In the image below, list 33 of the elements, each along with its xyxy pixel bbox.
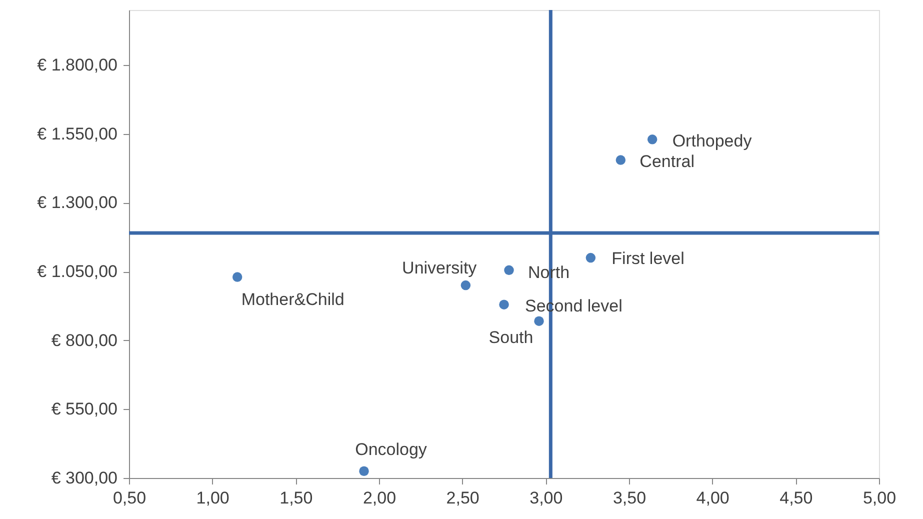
point <box>647 134 658 144</box>
x-tick-label: 2,00 <box>362 488 396 508</box>
annotation: University <box>402 258 478 278</box>
annotation: Oncology <box>355 440 428 460</box>
annotation: Mother&Child <box>241 290 344 310</box>
x-tick-label: 3,00 <box>530 488 563 508</box>
y-tick-label: € 1.300,00 <box>37 193 118 212</box>
x-tick-label: 0,50 <box>112 488 146 508</box>
x-tick-label: 1,00 <box>196 488 230 508</box>
point <box>359 466 369 476</box>
annotation: Central <box>640 152 694 172</box>
point <box>616 155 626 165</box>
x-tick-label: 3,50 <box>612 488 646 508</box>
x-tick-label: 2,50 <box>446 488 480 508</box>
point <box>499 300 509 310</box>
y-tick-label: € 550,00 <box>51 400 118 419</box>
point <box>232 272 242 282</box>
y-tick-label: € 300,00 <box>51 468 118 488</box>
x-tick-label: 1,50 <box>280 488 313 508</box>
point <box>534 316 544 326</box>
annotation: First level <box>612 248 684 268</box>
x-tick-label: 4,00 <box>696 488 730 508</box>
point <box>460 280 471 290</box>
x-tick-label: 5,00 <box>862 488 896 508</box>
y-tick-label: € 1.550,00 <box>37 124 118 144</box>
annotation: Orthopedy <box>672 131 752 150</box>
x-tick-label: 4,50 <box>780 488 813 508</box>
annotation: South <box>488 328 534 348</box>
point <box>504 265 514 276</box>
y-tick-label: € 1.050,00 <box>37 262 118 282</box>
y-tick-label: € 800,00 <box>51 330 118 350</box>
point <box>586 252 596 263</box>
y-tick-label: € 1.800,00 <box>37 56 118 75</box>
